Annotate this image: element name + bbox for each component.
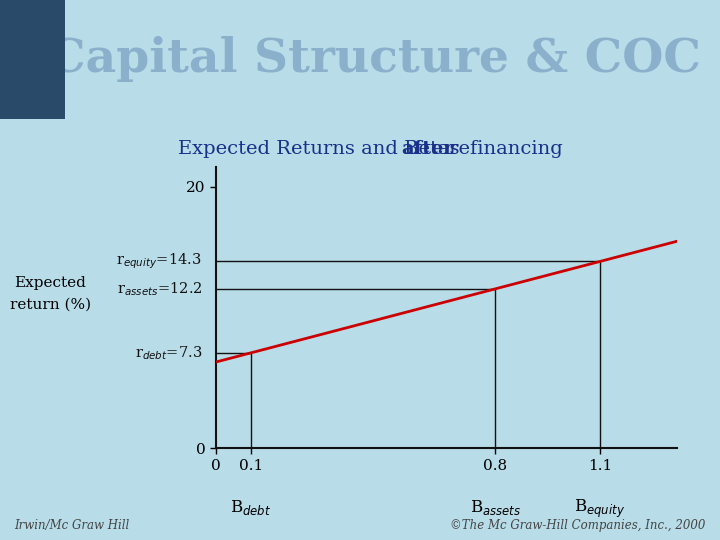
- Text: Irwin/Mc Graw Hill: Irwin/Mc Graw Hill: [14, 519, 130, 532]
- Text: Capital Structure & COC: Capital Structure & COC: [48, 36, 701, 83]
- Text: r$_{equity}$=14.3: r$_{equity}$=14.3: [117, 252, 202, 271]
- Text: return (%): return (%): [10, 298, 91, 312]
- Text: B$_{equity}$: B$_{equity}$: [575, 498, 626, 520]
- Text: refinancing: refinancing: [443, 139, 562, 158]
- Text: B$_{debt}$: B$_{debt}$: [230, 498, 271, 517]
- Text: r$_{assets}$=12.2: r$_{assets}$=12.2: [117, 280, 202, 298]
- Text: B$_{assets}$: B$_{assets}$: [469, 498, 521, 517]
- Text: 7- 53: 7- 53: [17, 50, 48, 63]
- Text: Expected Returns and Betas: Expected Returns and Betas: [178, 139, 466, 158]
- Text: ©The Mc Graw-Hill Companies, Inc., 2000: ©The Mc Graw-Hill Companies, Inc., 2000: [450, 519, 706, 532]
- Text: after: after: [402, 139, 454, 158]
- Text: r$_{debt}$=7.3: r$_{debt}$=7.3: [135, 344, 202, 362]
- Text: Expected: Expected: [14, 276, 86, 291]
